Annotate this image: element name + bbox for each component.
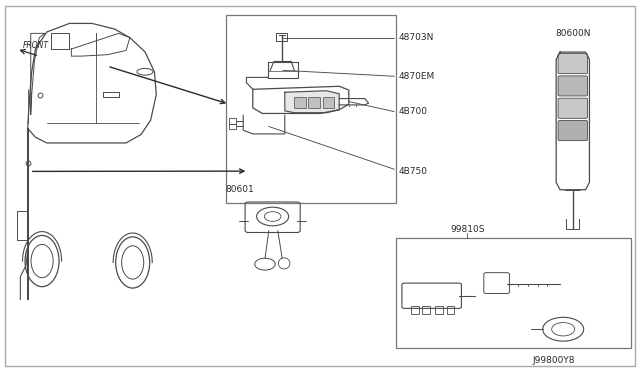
FancyBboxPatch shape [558,121,588,141]
Bar [17,211,28,240]
Text: 80601: 80601 [225,185,253,194]
Polygon shape [285,91,339,113]
Text: 80600N: 80600N [555,29,591,38]
Bar [226,15,396,203]
Text: 4B700: 4B700 [399,107,428,116]
Bar [447,306,454,314]
Text: FRONT: FRONT [22,41,49,50]
Text: 4870EM: 4870EM [399,72,435,81]
FancyBboxPatch shape [558,54,588,74]
Bar [422,306,430,314]
FancyBboxPatch shape [558,98,588,118]
Bar [229,118,236,124]
Bar [411,306,419,314]
Bar [268,62,298,78]
Text: 4B750: 4B750 [399,167,428,176]
Bar [396,238,631,348]
Bar [308,97,320,108]
Text: J99800Y8: J99800Y8 [532,356,575,365]
FancyBboxPatch shape [558,76,588,96]
Bar [435,306,443,314]
Bar [103,92,119,97]
Bar [276,33,287,41]
Text: 99810S: 99810S [450,225,484,234]
Bar [323,97,334,108]
Bar [229,124,236,129]
Bar [294,97,306,108]
Text: 48703N: 48703N [399,33,434,42]
